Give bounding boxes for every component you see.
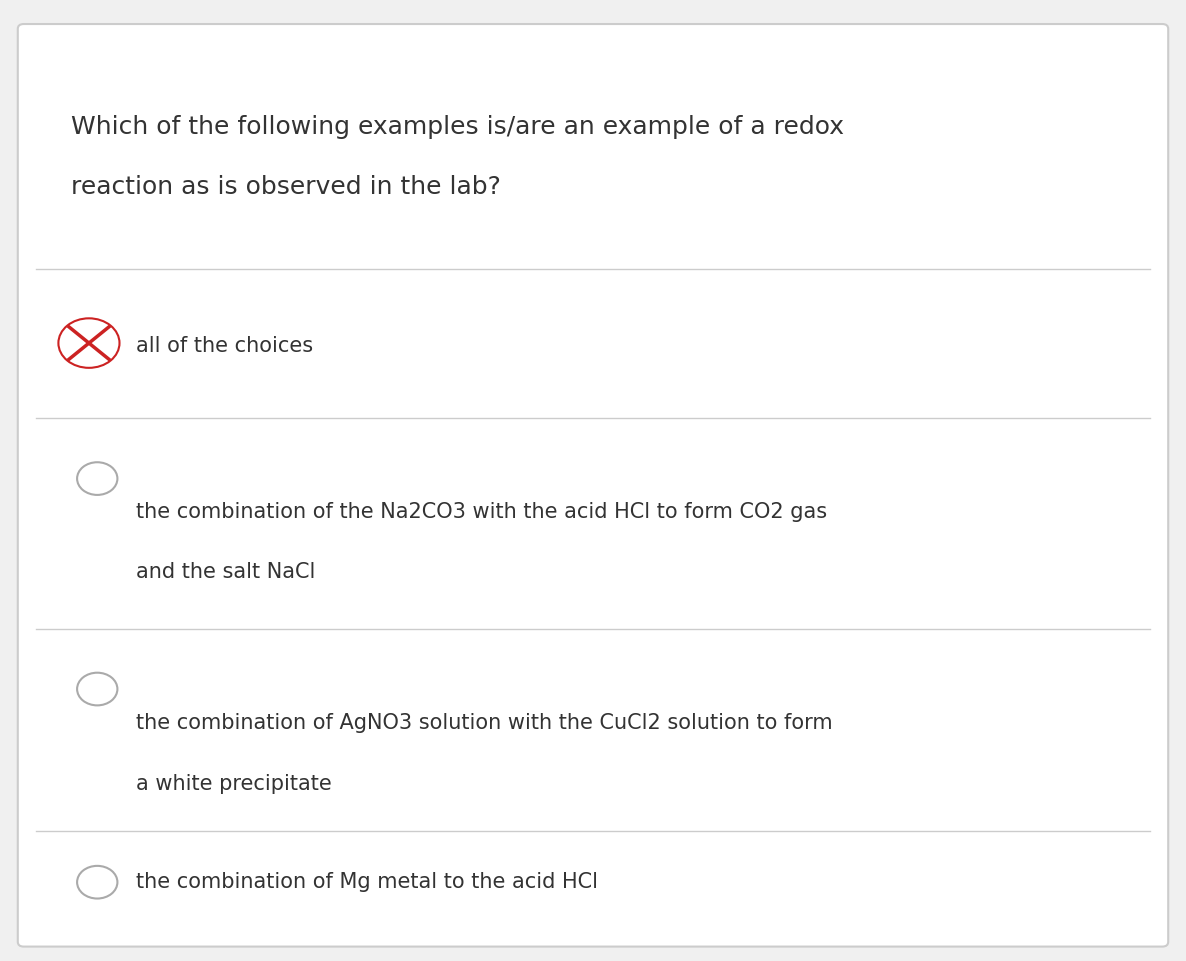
Text: Which of the following examples is/are an example of a redox: Which of the following examples is/are a… — [71, 115, 844, 139]
Text: the combination of Mg metal to the acid HCl: the combination of Mg metal to the acid … — [136, 873, 599, 892]
Text: the combination of the Na2CO3 with the acid HCl to form CO2 gas: the combination of the Na2CO3 with the a… — [136, 502, 828, 522]
Text: a white precipitate: a white precipitate — [136, 774, 332, 794]
Text: all of the choices: all of the choices — [136, 336, 313, 356]
Text: the combination of AgNO3 solution with the CuCl2 solution to form: the combination of AgNO3 solution with t… — [136, 713, 833, 733]
FancyBboxPatch shape — [18, 24, 1168, 947]
Text: and the salt NaCl: and the salt NaCl — [136, 562, 315, 582]
Text: reaction as is observed in the lab?: reaction as is observed in the lab? — [71, 175, 500, 199]
